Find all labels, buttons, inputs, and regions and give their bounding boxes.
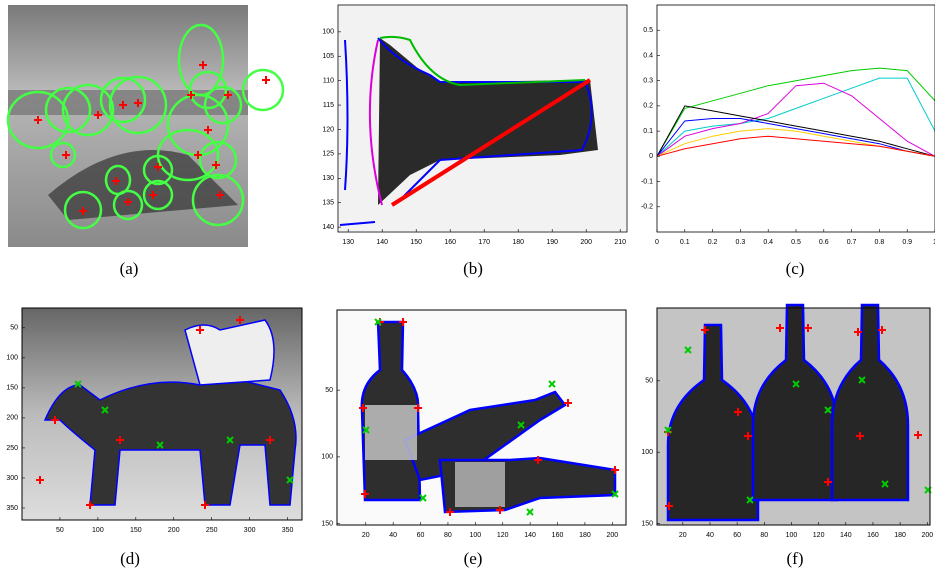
y-tick-label: 100 [641,449,653,456]
x-tick-label: 200 [606,532,618,539]
panel-label: (c) [786,259,805,278]
curve [657,119,935,157]
x-tick-label: 80 [444,532,452,539]
y-tick-label: 300 [6,475,18,482]
x-tick-label: 0.9 [902,239,912,246]
y-tick-label: 250 [6,445,18,452]
x-tick-label: 180 [894,532,906,539]
x-tick-label: 60 [733,532,741,539]
x-tick-label: 190 [546,239,558,246]
y-tick-label: 140 [322,224,334,231]
x-tick-label: 140 [376,239,388,246]
y-tick-label: -0.1 [641,178,653,185]
y-tick-label: -0.2 [641,204,653,211]
x-tick-label: 100 [786,532,798,539]
x-tick-label: 0.2 [708,239,718,246]
x-tick-label: 170 [478,239,490,246]
x-tick-label: 130 [342,239,354,246]
x-tick-label: 150 [130,527,142,534]
x-tick-label: 200 [921,532,933,539]
y-tick-label: 200 [6,415,18,422]
x-tick-label: 0 [655,239,659,246]
y-tick-label: 100 [6,355,18,362]
label [365,405,417,460]
x-tick-label: 60 [417,532,425,539]
curve [657,68,935,156]
y-tick-label: 100 [321,454,333,461]
x-tick-label: 200 [580,239,592,246]
x-tick-label: 160 [867,532,879,539]
y-tick-label: 110 [323,78,334,85]
y-tick-label: 125 [322,151,334,158]
x-tick-label: 40 [706,532,714,539]
x-tick-label: 0.7 [847,239,857,246]
y-tick-label: 350 [6,505,18,512]
panel-label: (d) [120,549,140,568]
y-tick-label: 115 [323,102,334,109]
y-tick-label: 0 [649,153,653,160]
x-tick-label: 180 [579,532,591,539]
y-tick-label: 135 [322,200,334,207]
y-tick-label: 0.5 [643,27,653,34]
x-tick-label: 120 [497,532,509,539]
panel-label: (f) [787,549,804,568]
marker [262,76,270,84]
x-tick-label: 150 [410,239,422,246]
x-tick-label: 0.8 [875,239,885,246]
y-tick-label: 130 [322,175,334,182]
x-tick-label: 300 [244,527,256,534]
y-tick-label: 120 [322,126,334,133]
axes-box [657,5,935,232]
x-tick-label: 100 [92,527,104,534]
x-tick-label: 120 [813,532,825,539]
x-tick-label: 160 [552,532,564,539]
detection [243,70,283,110]
x-tick-label: 140 [840,532,852,539]
panel-label: (b) [463,259,483,278]
y-tick-label: 150 [641,520,653,527]
y-tick-label: 50 [645,378,653,385]
x-tick-label: 0.4 [763,239,773,246]
label [455,462,505,507]
y-tick-label: 150 [321,521,333,528]
x-tick-label: 0.5 [791,239,801,246]
y-tick-label: 0.2 [643,103,653,110]
x-tick-label: 80 [760,532,768,539]
y-tick-label: 150 [6,385,18,392]
curve [657,136,935,156]
x-tick-label: 140 [524,532,536,539]
y-tick-label: 50 [10,325,18,332]
y-tick-label: 0.1 [643,128,653,135]
x-tick-label: 0.6 [819,239,829,246]
y-tick-label: 105 [322,53,334,60]
panel-label: (e) [464,549,483,568]
x-tick-label: 180 [512,239,524,246]
y-tick-label: 100 [322,29,334,36]
x-tick-label: 0.1 [680,239,690,246]
x-tick-label: 100 [469,532,481,539]
y-tick-label: 0.4 [643,52,653,59]
x-tick-label: 350 [282,527,294,534]
x-tick-label: 250 [206,527,218,534]
x-tick-label: 0.3 [736,239,746,246]
x-tick-label: 160 [444,239,456,246]
y-tick-label: 50 [325,387,333,394]
x-tick-label: 20 [679,532,687,539]
x-tick-label: 210 [614,239,626,246]
x-tick-label: 50 [56,527,64,534]
x-tick-label: 40 [389,532,397,539]
x-tick-label: 200 [168,527,180,534]
x-tick-label: 20 [362,532,370,539]
panel-label: (a) [120,259,139,278]
y-tick-label: 0.3 [643,78,653,85]
figure: (a)(b)1301401501601701801902002101001051… [0,0,935,576]
